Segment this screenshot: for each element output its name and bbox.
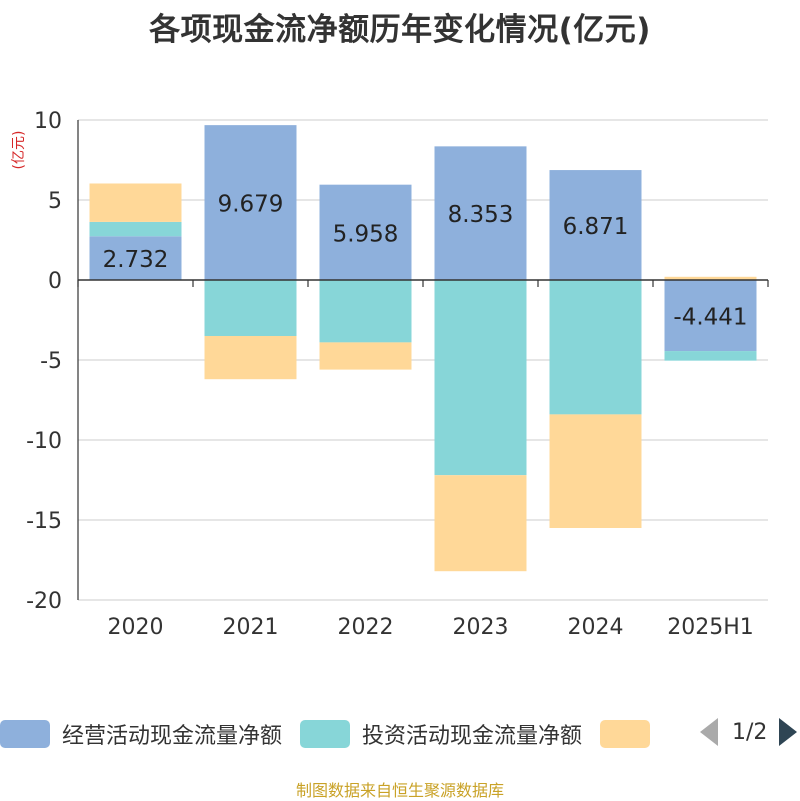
x-tick-label: 2024	[568, 615, 624, 640]
bar-2024-series-1	[549, 280, 642, 415]
source-note: 制图数据来自恒生聚源数据库	[295, 781, 504, 800]
bar-2022-series-1	[319, 280, 412, 343]
bar-2025H1-series-1	[664, 351, 757, 361]
bar-2022-series-2	[319, 342, 412, 370]
bar-2021-series-0	[204, 125, 297, 280]
x-tick-label: 2021	[223, 615, 279, 640]
label-layer: 2.732 9.679 5.958 8.353 6.871 -4.441	[103, 192, 748, 331]
legend: 经营活动现金流量净额 投资活动现金流量净额	[0, 716, 680, 752]
bar-2020-series-1	[89, 221, 182, 237]
bar-2024-series-0	[549, 170, 642, 280]
bar-2020-series-0	[89, 236, 182, 280]
legend-item-operating[interactable]: 经营活动现金流量净额	[0, 718, 282, 750]
pager-next-icon[interactable]	[779, 718, 798, 746]
axis-layer: 10 5 0 -5 -10 -15 -20 2020 2021 2022 2023 2024 2025H…	[26, 109, 769, 640]
x-tick-label: 2022	[338, 615, 394, 640]
x-tick-label: 2020	[108, 615, 164, 640]
legend-swatch-investing	[300, 720, 351, 748]
bar-2022-series-0	[319, 184, 412, 280]
legend-pager: 1/2	[700, 718, 798, 746]
legend-swatch-third	[600, 720, 651, 748]
data-label: 2.732	[103, 247, 169, 273]
y-tick-label: -20	[26, 589, 62, 614]
y-tick-label: 0	[48, 269, 62, 294]
data-label: 6.871	[563, 214, 629, 240]
legend-item-investing[interactable]: 投资活动现金流量净额	[300, 718, 582, 750]
legend-item-third[interactable]	[600, 720, 662, 748]
bar-2024-series-2	[549, 414, 642, 528]
y-tick-label: -5	[40, 349, 62, 374]
legend-label-investing: 投资活动现金流量净额	[362, 724, 583, 749]
y-tick-label: 10	[34, 109, 62, 134]
data-label: 5.958	[333, 221, 399, 247]
data-label: 8.353	[448, 202, 514, 228]
data-label: 9.679	[218, 192, 284, 218]
bar-layer	[89, 125, 757, 572]
chart-plot: 10 5 0 -5 -10 -15 -20 2020 2021 2022 2023 2024 2025H…	[26, 109, 769, 640]
bar-2025H1-series-0	[664, 280, 757, 352]
bar-2023-series-2	[434, 475, 527, 572]
bar-2021-series-2	[204, 336, 297, 380]
legend-label-operating: 经营活动现金流量净额	[62, 724, 283, 749]
data-label: -4.441	[673, 305, 747, 331]
bar-2020-series-2	[89, 183, 182, 222]
y-tick-label: -10	[26, 429, 62, 454]
legend-swatch-operating	[0, 720, 50, 748]
chart-title: 各项现金流净额历年变化情况(亿元)	[149, 12, 651, 48]
bar-2023-series-1	[434, 280, 527, 476]
x-tick-label: 2023	[453, 615, 509, 640]
y-tick-label: 5	[48, 189, 62, 214]
bar-2025H1-series-2	[664, 276, 757, 280]
x-tick-label: 2025H1	[667, 615, 754, 640]
bar-2021-series-1	[204, 280, 297, 336]
y-tick-label: -15	[26, 509, 62, 534]
pager-text: 1/2	[732, 719, 768, 745]
pager-prev-icon[interactable]	[700, 718, 718, 746]
bar-2023-series-0	[434, 146, 527, 280]
